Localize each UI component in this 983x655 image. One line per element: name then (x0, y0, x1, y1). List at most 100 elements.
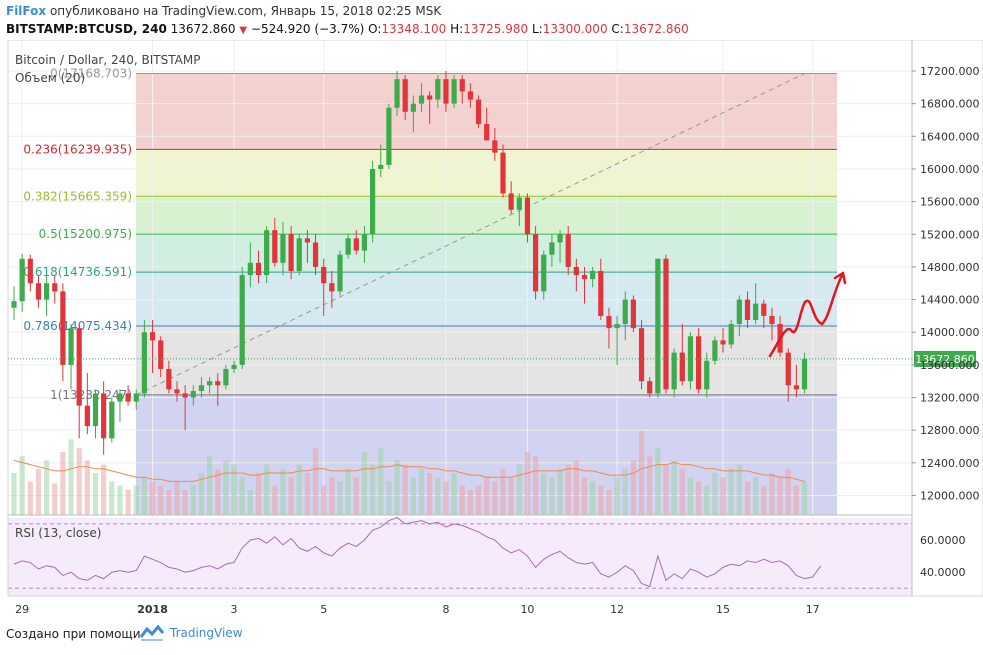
candle-body (296, 238, 302, 271)
volume-bar (402, 464, 408, 515)
volume-bar (149, 481, 156, 515)
volume-bar (524, 452, 531, 515)
volume-bar (386, 481, 392, 515)
author-link[interactable]: FilFox (6, 4, 47, 18)
volume-bar (215, 468, 221, 515)
volume-bar (84, 460, 90, 515)
volume-bar (777, 477, 783, 515)
volume-bar (590, 481, 596, 515)
candle-body (231, 364, 237, 369)
last-price: 13672.860 (170, 22, 236, 36)
candle-body (598, 270, 604, 316)
volume-bar (288, 477, 294, 515)
candle-body (793, 385, 799, 390)
price-chart[interactable]: 0(17168.703) 0.236(16239.935) 0.382(15665.… (0, 40, 983, 625)
candle-body (728, 324, 734, 345)
candle-body (321, 266, 327, 284)
candle-body (19, 258, 25, 302)
volume-bar (239, 477, 245, 515)
candle-body (141, 332, 147, 394)
candle-body (35, 283, 42, 300)
price-axis-tick: 12800.000 (920, 424, 980, 437)
volume-bar (52, 483, 58, 515)
candle-body (68, 328, 74, 365)
candle-body (264, 230, 270, 276)
candle-body (280, 234, 286, 263)
candle-body (475, 99, 482, 125)
volume-bar (158, 485, 164, 515)
volume-label: Объем (20) (15, 71, 85, 85)
close-label: C: (611, 22, 624, 36)
tradingview-logo-icon (140, 624, 164, 641)
last-price-tag-text: 13672.860 (915, 353, 975, 366)
volume-ma-line (13, 459, 805, 482)
tradingview-link[interactable]: TradingView (140, 624, 243, 642)
candle-body (459, 79, 465, 92)
volume-bar (337, 481, 343, 515)
candle-body (378, 164, 384, 169)
candle-body (630, 299, 636, 329)
price-axis-tick: 12400.000 (920, 457, 980, 470)
candle-body (565, 234, 571, 267)
volume-bar (394, 460, 400, 515)
fib-level-label: 0.236(16239.935) (23, 142, 132, 156)
volume-bar (451, 473, 457, 515)
candle-body (801, 358, 808, 390)
volume-bar (720, 477, 726, 515)
volume-bar (443, 481, 449, 515)
price-axis-tick: 13600.000 (920, 359, 980, 372)
volume-bar (345, 468, 351, 515)
projection-arrow (768, 271, 845, 358)
volume-bar (255, 473, 262, 515)
rsi-axis-tick: 60.0000 (920, 534, 966, 547)
candle-body (467, 91, 473, 100)
volume-bar (92, 473, 99, 515)
candle-body (606, 315, 612, 329)
open-value: 13348.100 (381, 22, 447, 36)
candle-body (158, 340, 164, 369)
fib-level-label: 0.618(14736.591) (23, 265, 132, 279)
candle-body (394, 79, 400, 108)
candle-body (60, 291, 66, 365)
high-label: H: (450, 22, 464, 36)
candle-body (247, 262, 253, 276)
candle-body (84, 405, 90, 427)
close-value: 13672.860 (623, 22, 689, 36)
candle-body (52, 283, 58, 292)
candle-body (215, 381, 221, 386)
price-axis-tick: 16800.000 (920, 98, 980, 111)
candle-body (549, 242, 555, 255)
volume-bar (68, 439, 74, 515)
volume-bar (557, 468, 563, 515)
symbol-label: BITSTAMP:BTCUSD, 240 (6, 22, 167, 36)
header-line-1: FilFox опубликовано на TradingView.com, … (6, 3, 441, 19)
tradingview-brand: TradingView (170, 626, 243, 640)
candle-body (451, 79, 457, 104)
candle-body (410, 103, 416, 112)
volume-bar (492, 481, 498, 515)
candle-body (663, 258, 669, 390)
candle-body (484, 124, 490, 141)
volume-bar (630, 460, 636, 515)
volume-bar (500, 468, 506, 515)
volume-bar (655, 447, 661, 515)
volume-bar (223, 460, 229, 515)
candle-body (541, 254, 547, 292)
candle-body (524, 197, 531, 235)
candle-body (704, 360, 710, 390)
time-axis-tick: 29 (15, 603, 29, 616)
candle-body (76, 328, 82, 406)
fib-zone (136, 326, 837, 395)
volume-bar (761, 485, 767, 515)
volume-bar (76, 447, 82, 515)
candle-body (500, 152, 506, 194)
volume-bar (141, 477, 147, 515)
price-axis-tick: 17200.000 (920, 65, 980, 78)
volume-bar (44, 460, 50, 515)
created-with-text: Создано при помощи (6, 627, 141, 641)
low-value: 13300.000 (542, 22, 608, 36)
candle-body (712, 340, 718, 361)
candle-body (785, 352, 791, 386)
volume-bar (435, 477, 441, 515)
volume-bar (581, 477, 588, 515)
